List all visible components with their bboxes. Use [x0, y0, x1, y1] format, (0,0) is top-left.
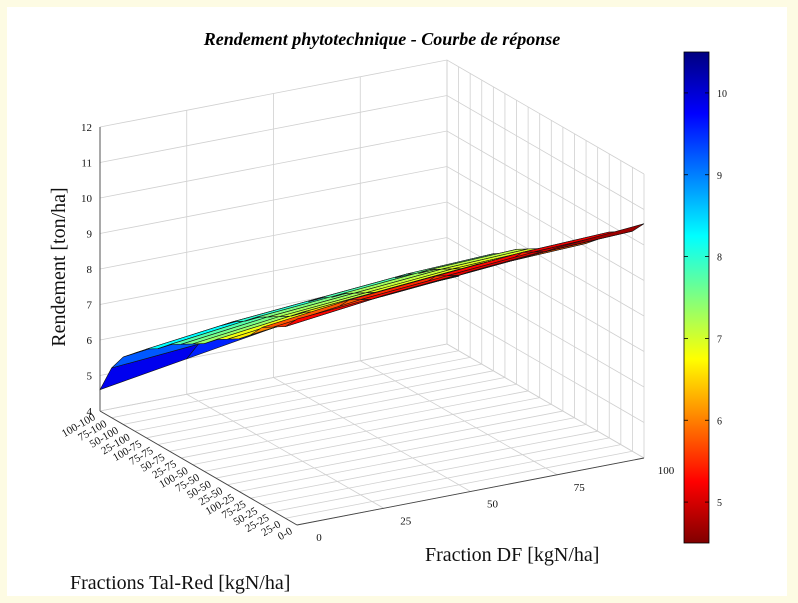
tick-labels: 4567891011120255075100100-10075-10050-10…	[60, 122, 675, 544]
grid-line	[181, 390, 529, 459]
z-tick-label: 12	[81, 122, 92, 134]
grid-line	[99, 130, 645, 246]
z-tick-label: 5	[87, 371, 93, 383]
colorbar-tick-label: 7	[717, 334, 722, 345]
grid-line	[273, 444, 621, 512]
grid-line	[157, 377, 506, 445]
grid-line	[238, 424, 587, 492]
y-axis-label: Fractions Tal-Red [kgN/ha]	[70, 572, 290, 594]
z-tick-label: 9	[87, 229, 93, 241]
grid-line	[186, 393, 384, 509]
grid-line	[99, 343, 448, 412]
y-axis-line	[99, 410, 298, 526]
grid-line	[250, 430, 598, 499]
x-tick-label: 75	[574, 482, 586, 494]
z-tick-label: 8	[87, 264, 93, 276]
grid-line	[360, 360, 558, 476]
surface-cell	[545, 223, 645, 252]
z-tick-label: 7	[87, 300, 93, 312]
x-tick-label: 100	[658, 465, 675, 477]
z-axis-label: Rendement [ton/ha]	[48, 187, 70, 346]
colorbar-ticks: 5 6 7 8 9 10	[684, 89, 727, 509]
x-axis-label: Fraction DF [kgN/ha]	[425, 544, 599, 566]
grid-line	[99, 343, 645, 459]
z-tick-label: 10	[81, 193, 93, 205]
surface-chart: 4567891011120255075100100-10075-10050-10…	[48, 29, 727, 594]
surface-mesh	[99, 223, 645, 391]
grid-line	[146, 370, 494, 439]
grid-line	[273, 377, 471, 492]
colorbar: 5 6 7 8 9 10	[683, 51, 727, 544]
grid-line	[99, 308, 645, 423]
grid-line	[227, 417, 575, 486]
grid-line	[204, 403, 552, 472]
grid-line	[285, 450, 633, 519]
z-tick-label: 11	[81, 158, 92, 170]
x-tick-label: 25	[400, 515, 412, 527]
x-tick-label: 50	[487, 499, 499, 511]
colorbar-tick-label: 5	[717, 498, 722, 509]
chart-title: Rendement phytotechnique - Courbe de rép…	[203, 29, 561, 49]
colorbar-gradient	[683, 51, 710, 544]
grid-line	[169, 383, 517, 452]
grid-line	[99, 95, 645, 210]
grid-line	[99, 166, 645, 281]
x-axis-line	[296, 457, 645, 526]
grid-line	[134, 363, 482, 432]
grid-line	[99, 59, 645, 175]
colorbar-tick-label: 9	[717, 171, 722, 182]
grid-line	[123, 357, 471, 425]
grid-line	[192, 397, 540, 466]
grid-line	[111, 350, 459, 419]
figure-frame: 4 5 6 7 8 9 10 11 12 0 25 50 75 100 100-100 75-100 50-10…	[7, 7, 787, 596]
grid-line	[215, 410, 563, 479]
colorbar-tick-label: 10	[717, 89, 727, 100]
z-tick-label: 6	[87, 335, 93, 347]
grid-line	[446, 343, 645, 459]
colorbar-tick-label: 8	[717, 253, 722, 264]
z-tick-label: 4	[87, 406, 93, 418]
grid-line	[99, 237, 645, 352]
x-tick-label: 0	[316, 532, 322, 544]
colorbar-tick-label: 6	[717, 416, 722, 427]
grid-line	[99, 201, 645, 317]
grid-line	[262, 437, 610, 506]
